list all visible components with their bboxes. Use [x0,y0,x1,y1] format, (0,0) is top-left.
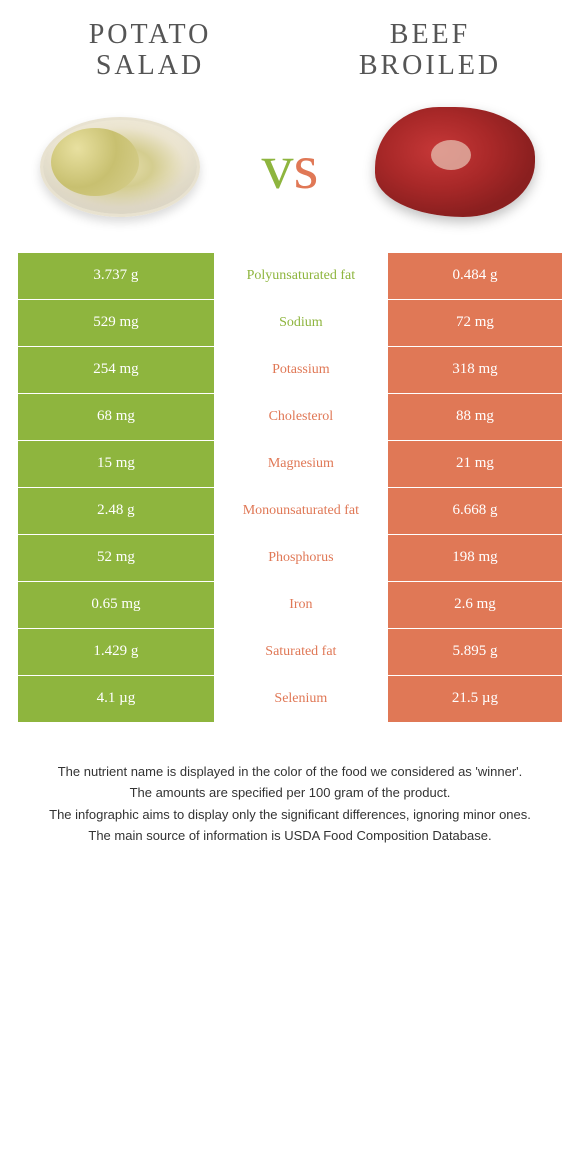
food-right-title-line1: Beef [390,19,470,50]
nutrient-name: Selenium [214,676,388,722]
nutrient-name: Magnesium [214,441,388,487]
right-value: 318 mg [388,347,562,393]
table-row: 15 mgMagnesium21 mg [18,440,562,487]
footer-line3: The infographic aims to display only the… [30,805,550,825]
nutrient-name: Monounsaturated fat [214,488,388,534]
vs-label: vs [262,130,319,204]
nutrient-name: Polyunsaturated fat [214,253,388,299]
left-value: 4.1 µg [18,676,214,722]
footer-line2: The amounts are specified per 100 gram o… [30,783,550,803]
left-value: 529 mg [18,300,214,346]
right-value: 88 mg [388,394,562,440]
nutrient-table: 3.737 gPolyunsaturated fat0.484 g529 mgS… [18,252,562,722]
nutrient-name: Saturated fat [214,629,388,675]
potato-salad-icon [40,117,200,217]
right-value: 21.5 µg [388,676,562,722]
table-row: 1.429 gSaturated fat5.895 g [18,628,562,675]
footer-line1: The nutrient name is displayed in the co… [30,762,550,782]
food-right-image [370,102,550,232]
left-value: 3.737 g [18,253,214,299]
table-row: 3.737 gPolyunsaturated fat0.484 g [18,252,562,299]
table-row: 68 mgCholesterol88 mg [18,393,562,440]
table-row: 52 mgPhosphorus198 mg [18,534,562,581]
table-row: 2.48 gMonounsaturated fat6.668 g [18,487,562,534]
vs-v: v [262,131,294,202]
food-left-title: Potato salad [50,20,250,82]
beef-steak-icon [375,107,545,227]
nutrient-name: Sodium [214,300,388,346]
footer-line4: The main source of information is USDA F… [30,826,550,846]
right-value: 5.895 g [388,629,562,675]
left-value: 68 mg [18,394,214,440]
food-left-image [30,102,210,232]
food-right-title: Beef broiled [330,20,530,82]
table-row: 4.1 µgSelenium21.5 µg [18,675,562,722]
footer: The nutrient name is displayed in the co… [0,762,580,846]
left-value: 52 mg [18,535,214,581]
right-value: 0.484 g [388,253,562,299]
left-value: 1.429 g [18,629,214,675]
vs-s: s [294,131,319,202]
right-value: 2.6 mg [388,582,562,628]
right-value: 6.668 g [388,488,562,534]
table-row: 254 mgPotassium318 mg [18,346,562,393]
nutrient-name: Iron [214,582,388,628]
nutrient-name: Potassium [214,347,388,393]
food-right-title-line2: broiled [359,50,501,81]
header: Potato salad Beef broiled [0,0,580,92]
nutrient-name: Phosphorus [214,535,388,581]
left-value: 15 mg [18,441,214,487]
left-value: 0.65 mg [18,582,214,628]
right-value: 21 mg [388,441,562,487]
right-value: 198 mg [388,535,562,581]
table-row: 529 mgSodium72 mg [18,299,562,346]
food-left-title-line1: Potato [89,19,212,50]
left-value: 254 mg [18,347,214,393]
food-left-title-line2: salad [96,50,204,81]
images-row: vs [0,92,580,252]
right-value: 72 mg [388,300,562,346]
table-row: 0.65 mgIron2.6 mg [18,581,562,628]
nutrient-name: Cholesterol [214,394,388,440]
left-value: 2.48 g [18,488,214,534]
